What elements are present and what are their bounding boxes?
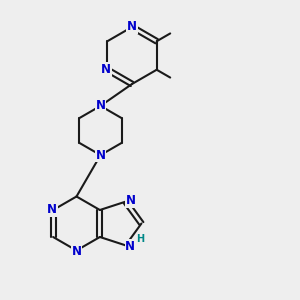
Text: N: N [126,194,136,207]
Text: N: N [47,203,57,216]
Text: N: N [101,63,111,76]
Text: N: N [125,240,135,253]
Text: N: N [95,99,106,112]
Text: N: N [95,148,106,162]
Text: H: H [136,234,145,244]
Text: N: N [71,245,82,258]
Text: N: N [127,20,137,34]
